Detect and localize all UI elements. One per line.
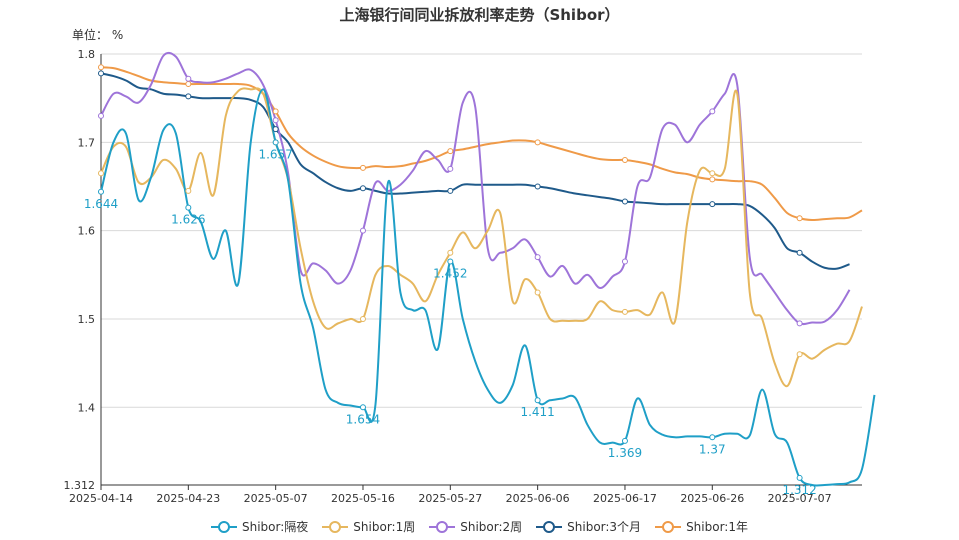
data-point <box>185 75 192 82</box>
y-tick-label: 1.7 <box>78 136 96 149</box>
data-label: 1.654 <box>346 412 380 426</box>
data-point <box>272 126 279 133</box>
y-tick-label: 1.4 <box>78 401 96 414</box>
data-point <box>796 320 803 327</box>
data-point <box>621 258 628 265</box>
data-label: 1.626 <box>171 213 205 227</box>
x-tick-label: 2025-04-23 <box>156 492 220 505</box>
series-line <box>100 87 863 388</box>
data-point <box>359 315 366 322</box>
data-point <box>447 165 454 172</box>
legend-line-circle-icon <box>429 520 456 533</box>
y-tick-label: 1.8 <box>78 48 96 61</box>
data-label: 1.452 <box>433 267 467 281</box>
data-point <box>447 258 454 265</box>
legend-line-circle-icon <box>655 520 682 533</box>
y-tick-label: 1.5 <box>78 313 96 326</box>
data-point <box>534 289 541 296</box>
legend-label: Shibor:2周 <box>460 520 523 534</box>
x-tick-label: 2025-04-14 <box>69 492 133 505</box>
chart-title: 上海银行间同业拆放利率走势（Shibor） <box>339 6 620 24</box>
data-label: 1.657 <box>258 147 292 161</box>
data-label: 1.369 <box>608 446 642 460</box>
data-point <box>272 108 279 115</box>
data-point <box>709 170 716 177</box>
data-point <box>272 139 279 146</box>
data-point <box>359 164 366 171</box>
series-line <box>100 51 851 326</box>
data-point <box>621 308 628 315</box>
data-point <box>621 156 628 163</box>
data-point <box>796 474 803 481</box>
data-point <box>359 227 366 234</box>
data-point <box>98 112 104 119</box>
series-line <box>100 66 863 222</box>
data-point <box>796 215 803 222</box>
x-tick-label: 2025-07-07 <box>768 492 832 505</box>
data-point <box>359 185 366 192</box>
data-point <box>98 188 104 195</box>
x-tick-label: 2025-05-07 <box>244 492 308 505</box>
legend-label: Shibor:1周 <box>353 520 416 534</box>
legend-label: Shibor:隔夜 <box>242 520 309 534</box>
legend-label: Shibor:3个月 <box>567 520 642 534</box>
x-tick-label: 2025-06-17 <box>593 492 657 505</box>
data-point <box>534 183 541 190</box>
data-point <box>185 204 192 211</box>
data-point <box>98 170 104 177</box>
data-point <box>98 64 104 71</box>
data-label: 1.312 <box>782 483 816 497</box>
legend-item[interactable]: Shibor:2周 <box>429 518 522 535</box>
data-label: 1.37 <box>699 442 726 456</box>
data-point <box>185 93 192 100</box>
legend-item[interactable]: Shibor:3个月 <box>536 518 641 535</box>
data-point <box>709 434 716 441</box>
series-line <box>100 72 850 270</box>
data-point <box>272 117 279 124</box>
data-point <box>534 254 541 261</box>
data-point <box>709 108 716 115</box>
data-point <box>185 187 192 194</box>
x-tick-label: 2025-05-27 <box>418 492 482 505</box>
data-point <box>621 198 628 205</box>
series-line <box>100 88 876 487</box>
legend-item[interactable]: Shibor:1周 <box>322 518 415 535</box>
data-point <box>621 437 628 444</box>
data-point <box>709 176 716 183</box>
legend-line-circle-icon <box>211 520 237 533</box>
data-label: 1.644 <box>84 197 118 211</box>
data-point <box>796 351 803 358</box>
y-tick-label: 1.6 <box>78 225 96 238</box>
data-point <box>359 404 366 411</box>
y-tick-label: 1.312 <box>64 479 96 492</box>
x-tick-label: 2025-05-16 <box>331 492 395 505</box>
legend-label: Shibor:1年 <box>686 520 748 534</box>
data-point <box>447 249 454 256</box>
data-point <box>709 201 716 208</box>
legend-line-circle-icon <box>322 520 349 533</box>
legend-item[interactable]: Shibor:1年 <box>655 518 748 535</box>
data-point <box>534 397 541 404</box>
data-point <box>534 139 541 146</box>
x-tick-label: 2025-06-26 <box>680 492 744 505</box>
data-point <box>185 81 192 88</box>
legend-line-circle-icon <box>536 520 563 533</box>
chart-legend: Shibor:隔夜 Shibor:1周 Shibor:2周 Shibor:3个月 Shi… <box>0 518 959 535</box>
data-point <box>796 249 803 256</box>
unit-label: 单位： % <box>72 28 124 42</box>
x-tick-label: 2025-06-06 <box>506 492 570 505</box>
data-point <box>447 148 454 155</box>
data-point <box>447 187 454 194</box>
data-label: 1.411 <box>520 405 554 419</box>
legend-item[interactable]: Shibor:隔夜 <box>211 518 308 535</box>
data-point <box>98 70 104 77</box>
